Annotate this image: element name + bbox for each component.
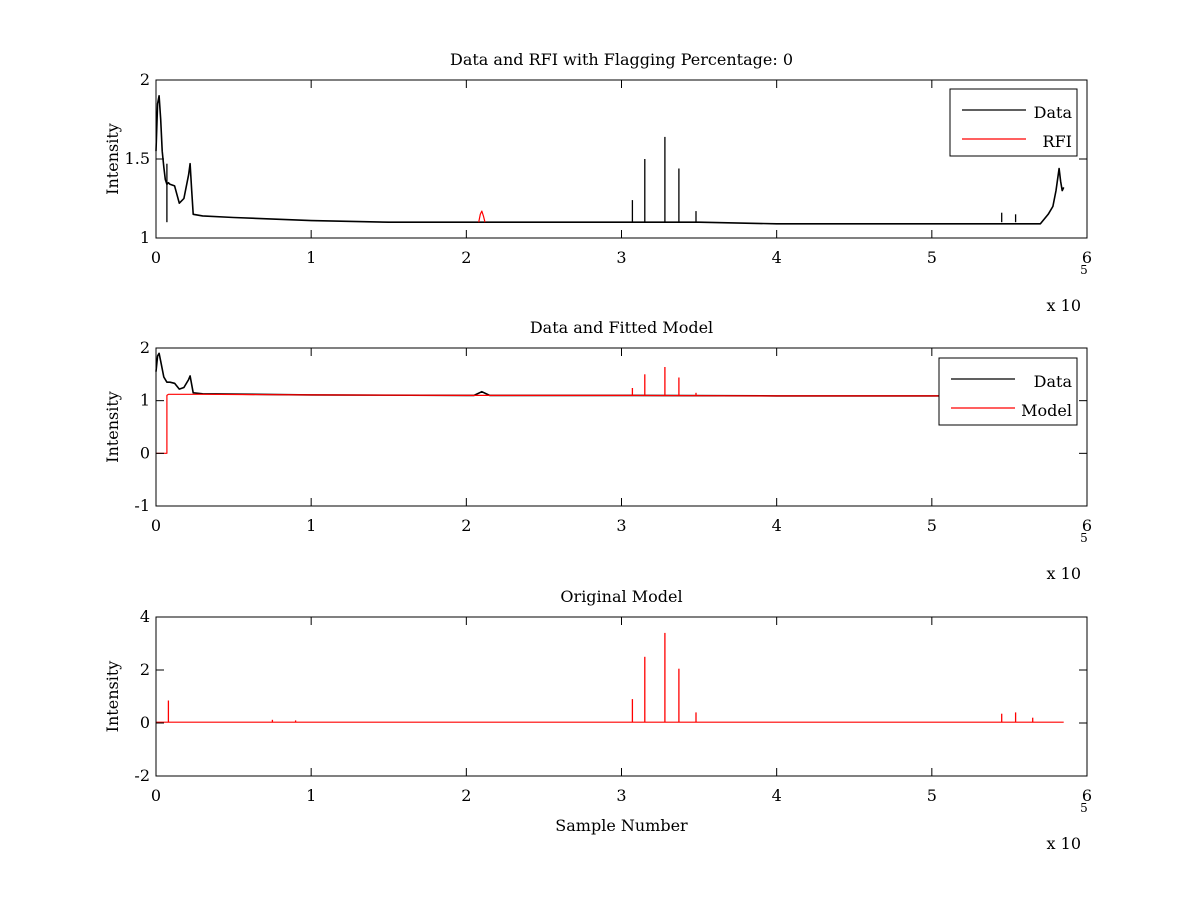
y-tick-label: 0: [140, 443, 150, 462]
x-tick-label: 4: [772, 516, 782, 535]
x-tick-label: 0: [151, 248, 161, 267]
x-tick-label: 1: [306, 786, 316, 805]
x-tick-label: 2: [461, 786, 471, 805]
y-tick-label: -1: [134, 496, 150, 515]
legend: Data Model: [938, 357, 1078, 426]
y-tick-label: 2: [140, 660, 150, 679]
legend-box: [949, 88, 1078, 157]
x-tick-label: 2: [461, 516, 471, 535]
y-axis-label: Intensity: [103, 123, 122, 195]
plot-area: [156, 617, 1087, 776]
x-tick-label: 5: [927, 786, 937, 805]
x-tick-label: 5: [927, 248, 937, 267]
series-line-model: [156, 393, 1064, 454]
x-tick-label: 0: [151, 516, 161, 535]
x-tick-label: 1: [306, 248, 316, 267]
x-tick-label: 5: [927, 516, 937, 535]
x-multiplier-exponent: 5: [1080, 801, 1088, 815]
legend-label-data: Data: [1034, 372, 1073, 391]
x-tick-label: 6: [1082, 248, 1092, 267]
x-tick-label: 1: [306, 516, 316, 535]
y-tick-label: 1: [140, 391, 150, 410]
subplot-title: Data and Fitted Model: [530, 318, 713, 337]
x-tick-label: 3: [616, 248, 626, 267]
y-axis-label: Intensity: [103, 661, 122, 733]
x-axis-label: Sample Number: [555, 816, 688, 835]
x-multiplier-exponent: 5: [1080, 531, 1088, 545]
x-tick-label: 4: [772, 248, 782, 267]
legend-box: [938, 357, 1078, 426]
y-axis-label: Intensity: [103, 391, 122, 463]
series-group: [155, 352, 1064, 454]
plot-area: [156, 348, 1087, 506]
subplot-title: Data and RFI with Flagging Percentage: 0: [450, 50, 793, 69]
x-multiplier-base: x 10: [1047, 564, 1081, 583]
legend-label-data: Data: [1034, 103, 1073, 122]
y-tick-label: -2: [134, 766, 150, 785]
legend-label-rfi: RFI: [1043, 132, 1072, 151]
legend-label-model: Model: [1021, 401, 1072, 420]
x-multiplier-base: x 10: [1047, 834, 1081, 853]
x-tick-label: 3: [616, 786, 626, 805]
series-group: [155, 95, 1065, 225]
x-tick-label: 2: [461, 248, 471, 267]
legend: Data RFI: [949, 88, 1078, 157]
x-tick-label: 6: [1082, 786, 1092, 805]
y-tick-label: 4: [140, 607, 150, 626]
series-group: [156, 632, 1064, 723]
y-tick-label: 1.5: [125, 149, 150, 168]
x-multiplier-base: x 10: [1047, 296, 1081, 315]
y-tick-label: 1: [140, 228, 150, 247]
y-tick-label: 2: [140, 338, 150, 357]
y-tick-label: 2: [140, 70, 150, 89]
subplot-title: Original Model: [560, 587, 682, 606]
x-tick-label: 0: [151, 786, 161, 805]
x-multiplier-exponent: 5: [1080, 263, 1088, 277]
series-line-data: [155, 95, 1065, 225]
y-tick-label: 0: [140, 713, 150, 732]
x-tick-label: 3: [616, 516, 626, 535]
x-tick-label: 6: [1082, 516, 1092, 535]
plot-area: [156, 80, 1087, 238]
x-tick-label: 4: [772, 786, 782, 805]
series-line-rfi: [478, 210, 486, 223]
